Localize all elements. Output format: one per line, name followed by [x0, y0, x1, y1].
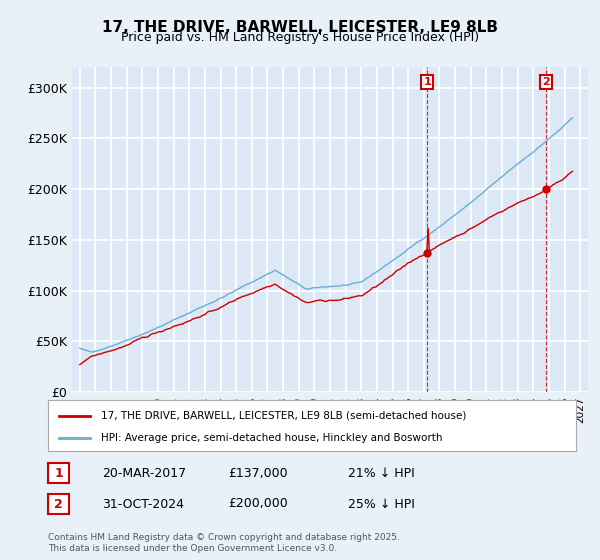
Text: £200,000: £200,000 [228, 497, 288, 511]
Text: Price paid vs. HM Land Registry's House Price Index (HPI): Price paid vs. HM Land Registry's House … [121, 31, 479, 44]
Text: 17, THE DRIVE, BARWELL, LEICESTER, LE9 8LB: 17, THE DRIVE, BARWELL, LEICESTER, LE9 8… [102, 20, 498, 35]
Text: 31-OCT-2024: 31-OCT-2024 [102, 497, 184, 511]
Text: HPI: Average price, semi-detached house, Hinckley and Bosworth: HPI: Average price, semi-detached house,… [101, 433, 442, 443]
Text: 2: 2 [54, 497, 63, 511]
Text: 17, THE DRIVE, BARWELL, LEICESTER, LE9 8LB (semi-detached house): 17, THE DRIVE, BARWELL, LEICESTER, LE9 8… [101, 410, 466, 421]
Text: 1: 1 [54, 466, 63, 480]
Text: 25% ↓ HPI: 25% ↓ HPI [348, 497, 415, 511]
Text: 20-MAR-2017: 20-MAR-2017 [102, 466, 186, 480]
Text: 2: 2 [542, 77, 550, 87]
Text: £137,000: £137,000 [228, 466, 287, 480]
Text: Contains HM Land Registry data © Crown copyright and database right 2025.
This d: Contains HM Land Registry data © Crown c… [48, 533, 400, 553]
Text: 1: 1 [424, 77, 431, 87]
Text: 21% ↓ HPI: 21% ↓ HPI [348, 466, 415, 480]
